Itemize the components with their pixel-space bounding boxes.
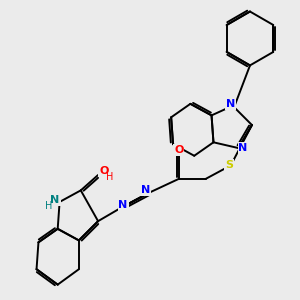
Text: N: N	[226, 99, 236, 109]
Text: S: S	[225, 160, 233, 170]
Text: N: N	[118, 200, 128, 210]
Text: H: H	[45, 201, 52, 211]
Text: O: O	[99, 166, 109, 176]
Text: N: N	[238, 143, 248, 153]
Text: O: O	[174, 145, 184, 155]
Text: N: N	[50, 195, 60, 205]
Text: H: H	[106, 172, 113, 182]
Text: N: N	[141, 185, 150, 195]
